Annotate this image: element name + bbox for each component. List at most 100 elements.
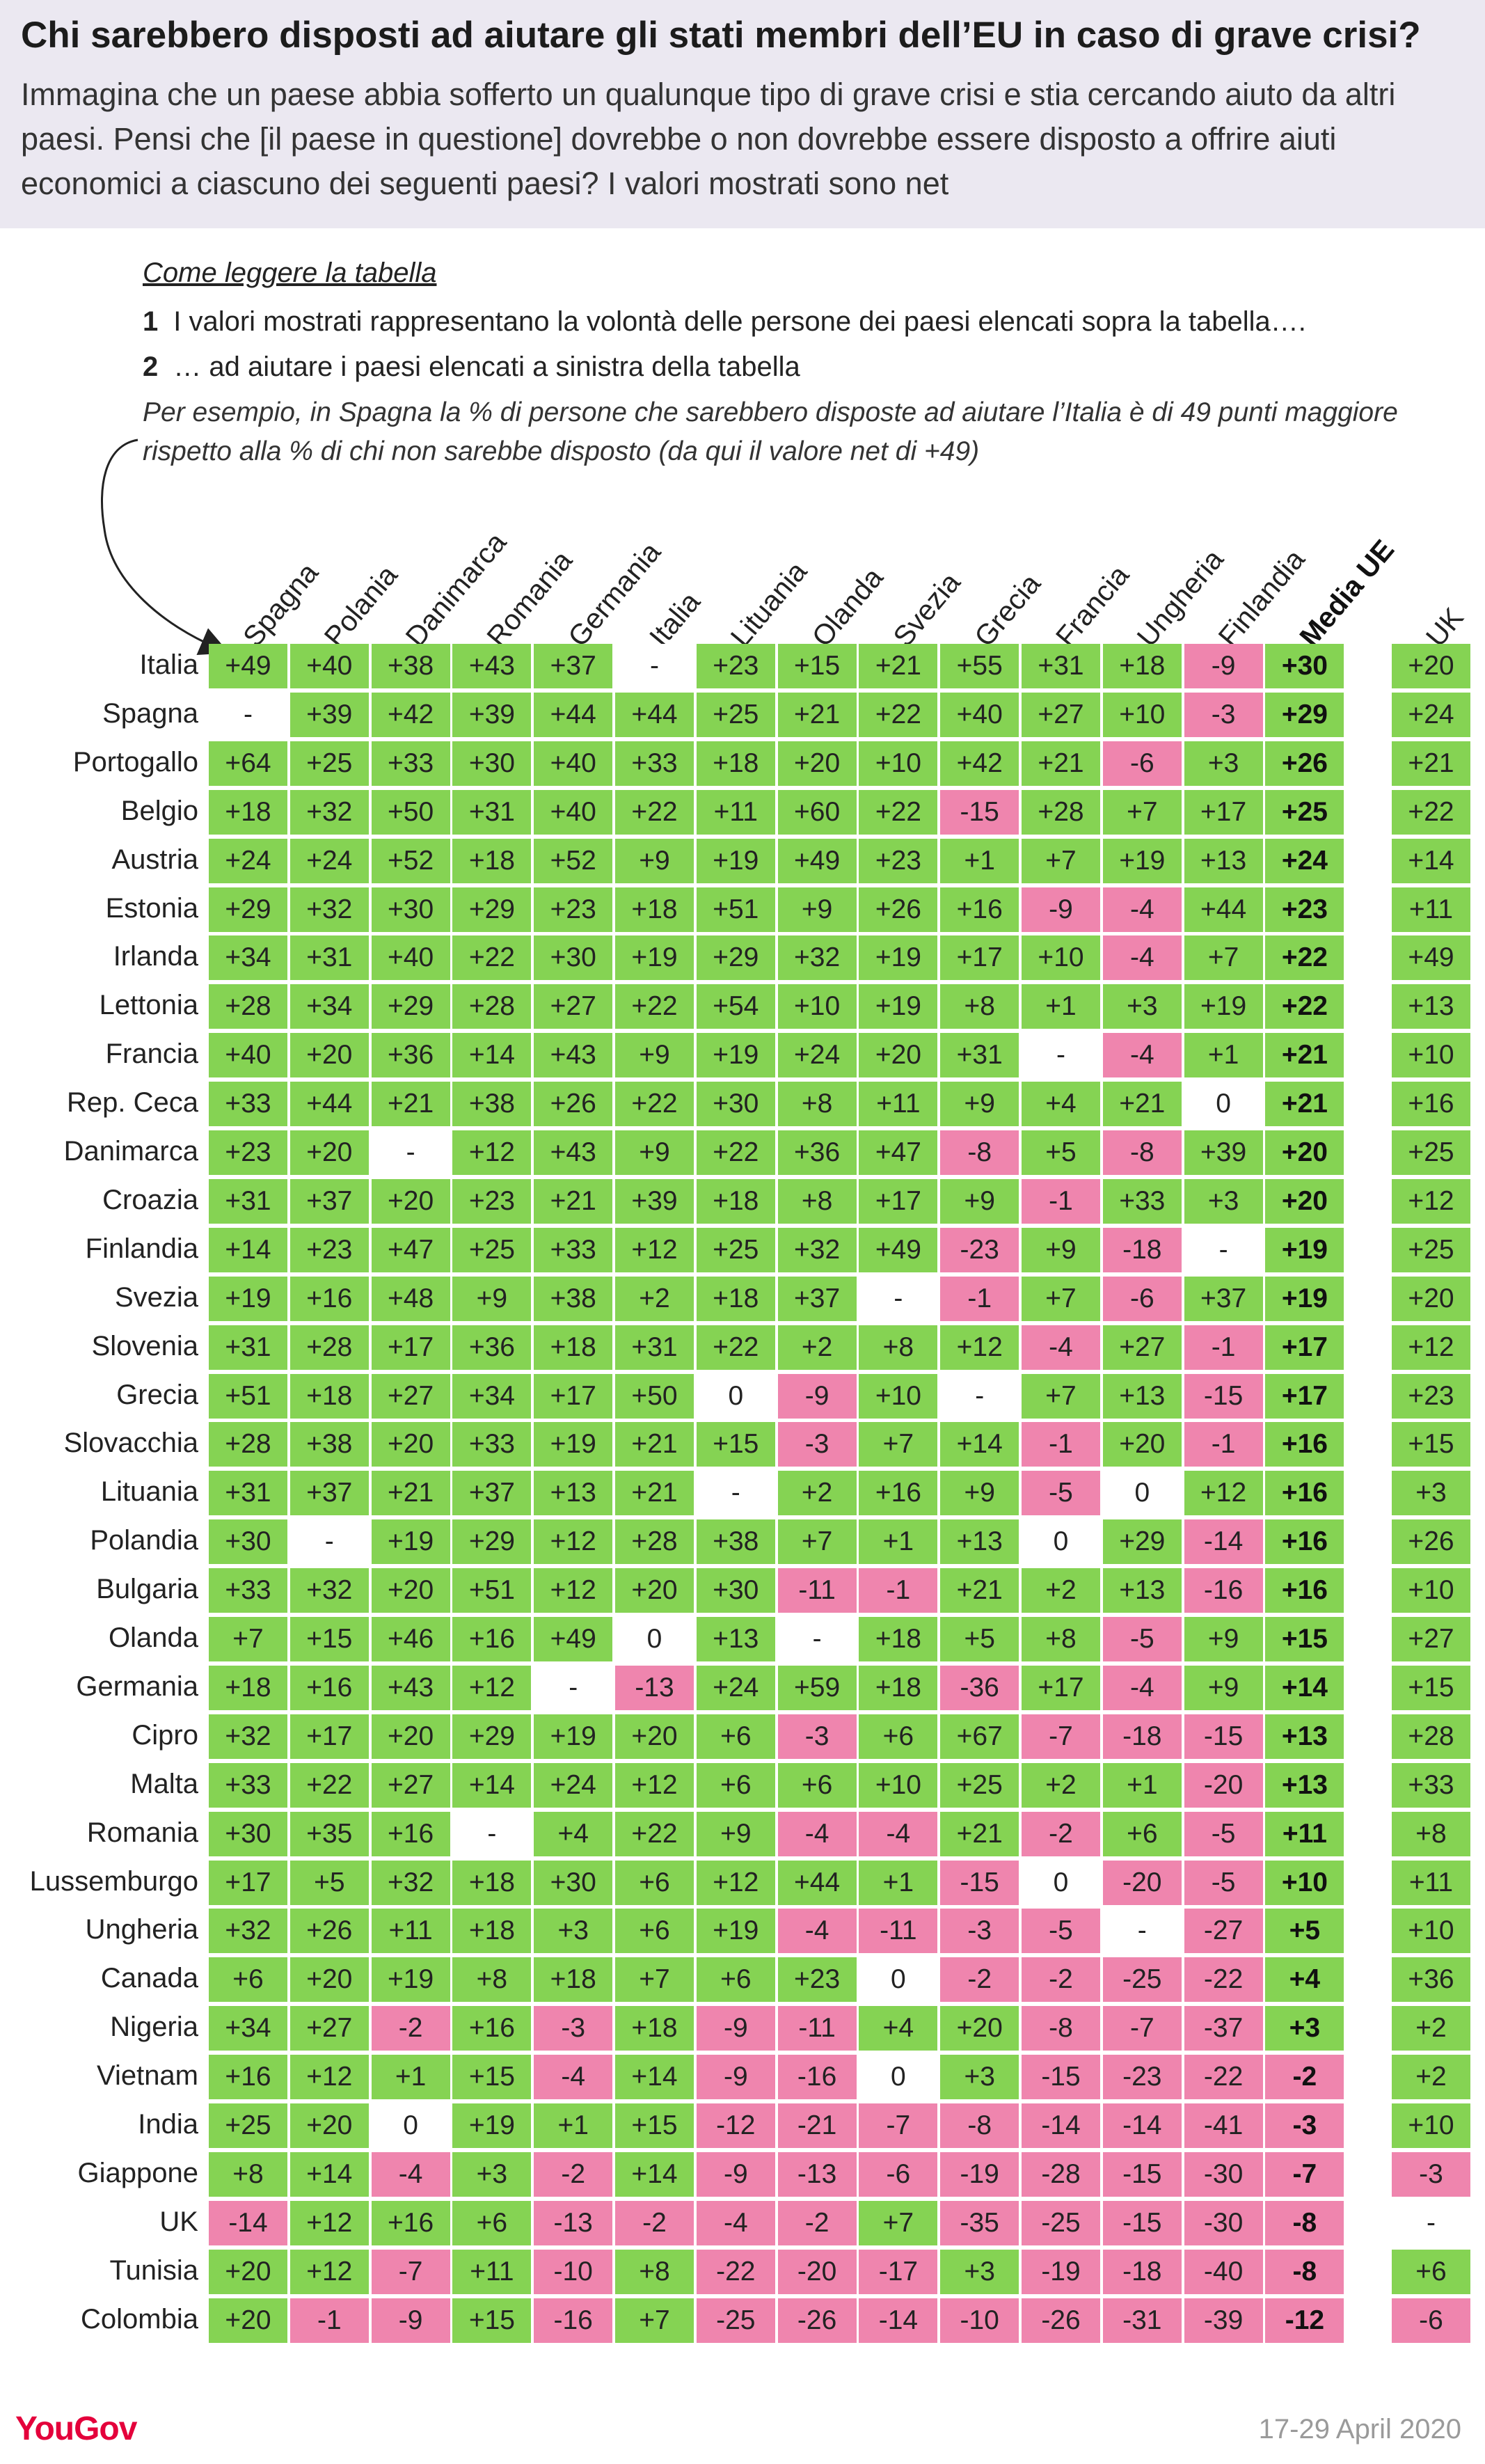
table-cell: -4 [1102,887,1182,932]
table-cell: +49 [534,1617,613,1661]
table-cell: +10 [1392,2103,1470,2148]
table-cell: +20 [1102,1422,1182,1467]
table-cell: +18 [696,741,775,786]
table-cell: +18 [696,1178,775,1224]
row-label: Grecia [116,1379,198,1410]
table-cell: +44 [1184,887,1263,932]
table-cell: +23 [534,887,613,932]
table-cell: +18 [859,1665,938,1710]
table-cell: -5 [1022,1471,1100,1516]
table-cell: +42 [940,741,1019,786]
table-cell: -16 [534,2298,613,2343]
table-cell: -37 [1184,2006,1263,2051]
table-cell: +20 [1265,1130,1344,1175]
table-cell: +20 [371,1714,450,1759]
table-cell: +7 [777,1519,857,1565]
table-cell: +52 [371,838,450,883]
row-label: Bulgaria [96,1574,198,1605]
table-cell: +37 [289,1178,369,1224]
table-cell: -8 [940,1130,1019,1175]
table-cell: 0 [615,1617,694,1661]
table-cell: -14 [1022,2103,1100,2148]
table-cell: +24 [777,1033,857,1078]
table-cell: +25 [1392,1227,1470,1272]
table-cell: +39 [615,1178,694,1224]
table-cell: -6 [1102,1276,1182,1321]
table-cell: +16 [1265,1471,1344,1516]
table-cell: +8 [940,984,1019,1029]
table-cell: +14 [615,2055,694,2100]
table-cell: +15 [777,644,857,688]
table-cell: -1 [1022,1422,1100,1467]
table-cell: +22 [859,789,938,835]
table-cell: +1 [1184,1033,1263,1078]
table-cell: +1 [859,1860,938,1905]
table-cell: +18 [696,1276,775,1321]
table-cell: +12 [696,1860,775,1905]
table-cell: - [209,692,287,737]
table-cell: +37 [289,1471,369,1516]
table-cell: -3 [1265,2103,1344,2148]
table-cell: +2 [1392,2055,1470,2100]
table-cell: +23 [289,1227,369,1272]
table-cell: +36 [1392,1957,1470,2003]
table-cell: +27 [1102,1325,1182,1370]
table-cell: -16 [777,2055,857,2100]
table-cell: -12 [696,2103,775,2148]
table-cell: +16 [371,1811,450,1856]
table-cell: +40 [534,741,613,786]
table-cell: +21 [777,692,857,737]
table-cell: +10 [1392,1033,1470,1078]
table-cell: +11 [1392,887,1470,932]
table-cell: +6 [777,1762,857,1808]
table-cell: +3 [1184,1178,1263,1224]
howto-step-1-text: I valori mostrati rappresentano la volon… [173,306,1306,337]
table-cell: +25 [696,1227,775,1272]
table-cell: +10 [1392,1909,1470,1954]
table-cell: +40 [209,1033,287,1078]
table-cell: +20 [209,2249,287,2294]
table-cell: +16 [452,1617,532,1661]
table-cell: -4 [371,2151,450,2197]
table-cell: +19 [452,2103,532,2148]
table-cell: +39 [452,692,532,737]
table-cell: +32 [777,935,857,981]
table-cell: +16 [940,887,1019,932]
row-label: Ungheria [85,1914,198,1945]
howto-step-1: 1 I valori mostrati rappresentano la volo… [143,306,1306,338]
table-cell: +8 [777,1178,857,1224]
table-cell: +20 [1392,1276,1470,1321]
table-cell: +11 [1392,1860,1470,1905]
table-cell: +7 [615,1957,694,2003]
table-cell: +39 [1184,1130,1263,1175]
table-cell: +26 [1265,741,1344,786]
table-cell: +22 [1265,935,1344,981]
table-cell: +24 [1392,692,1470,737]
table-cell: +35 [289,1811,369,1856]
table-cell: +23 [452,1178,532,1224]
table-cell: +14 [452,1033,532,1078]
table-cell: 0 [371,2103,450,2148]
table-cell: +25 [696,692,775,737]
table-cell: +49 [209,644,287,688]
table-cell: +21 [615,1422,694,1467]
table-cell: +6 [452,2200,532,2245]
row-label: Lettonia [99,990,198,1021]
table-cell: +28 [615,1519,694,1565]
table-cell: +21 [371,1471,450,1516]
table-cell: -23 [940,1227,1019,1272]
table-cell: +20 [371,1568,450,1613]
table-cell: +22 [1265,984,1344,1029]
table-cell: +23 [1265,887,1344,932]
table-cell: -6 [1392,2298,1470,2343]
table-cell: +19 [859,984,938,1029]
table-cell: +9 [696,1811,775,1856]
table-cell: +15 [696,1422,775,1467]
table-cell: +20 [777,741,857,786]
table-cell: +21 [534,1178,613,1224]
table-cell: +1 [534,2103,613,2148]
table-cell: -14 [1184,1519,1263,1565]
table-cell: +43 [534,1130,613,1175]
column-header-lituania: Lituania [724,555,813,653]
table-cell: +59 [777,1665,857,1710]
